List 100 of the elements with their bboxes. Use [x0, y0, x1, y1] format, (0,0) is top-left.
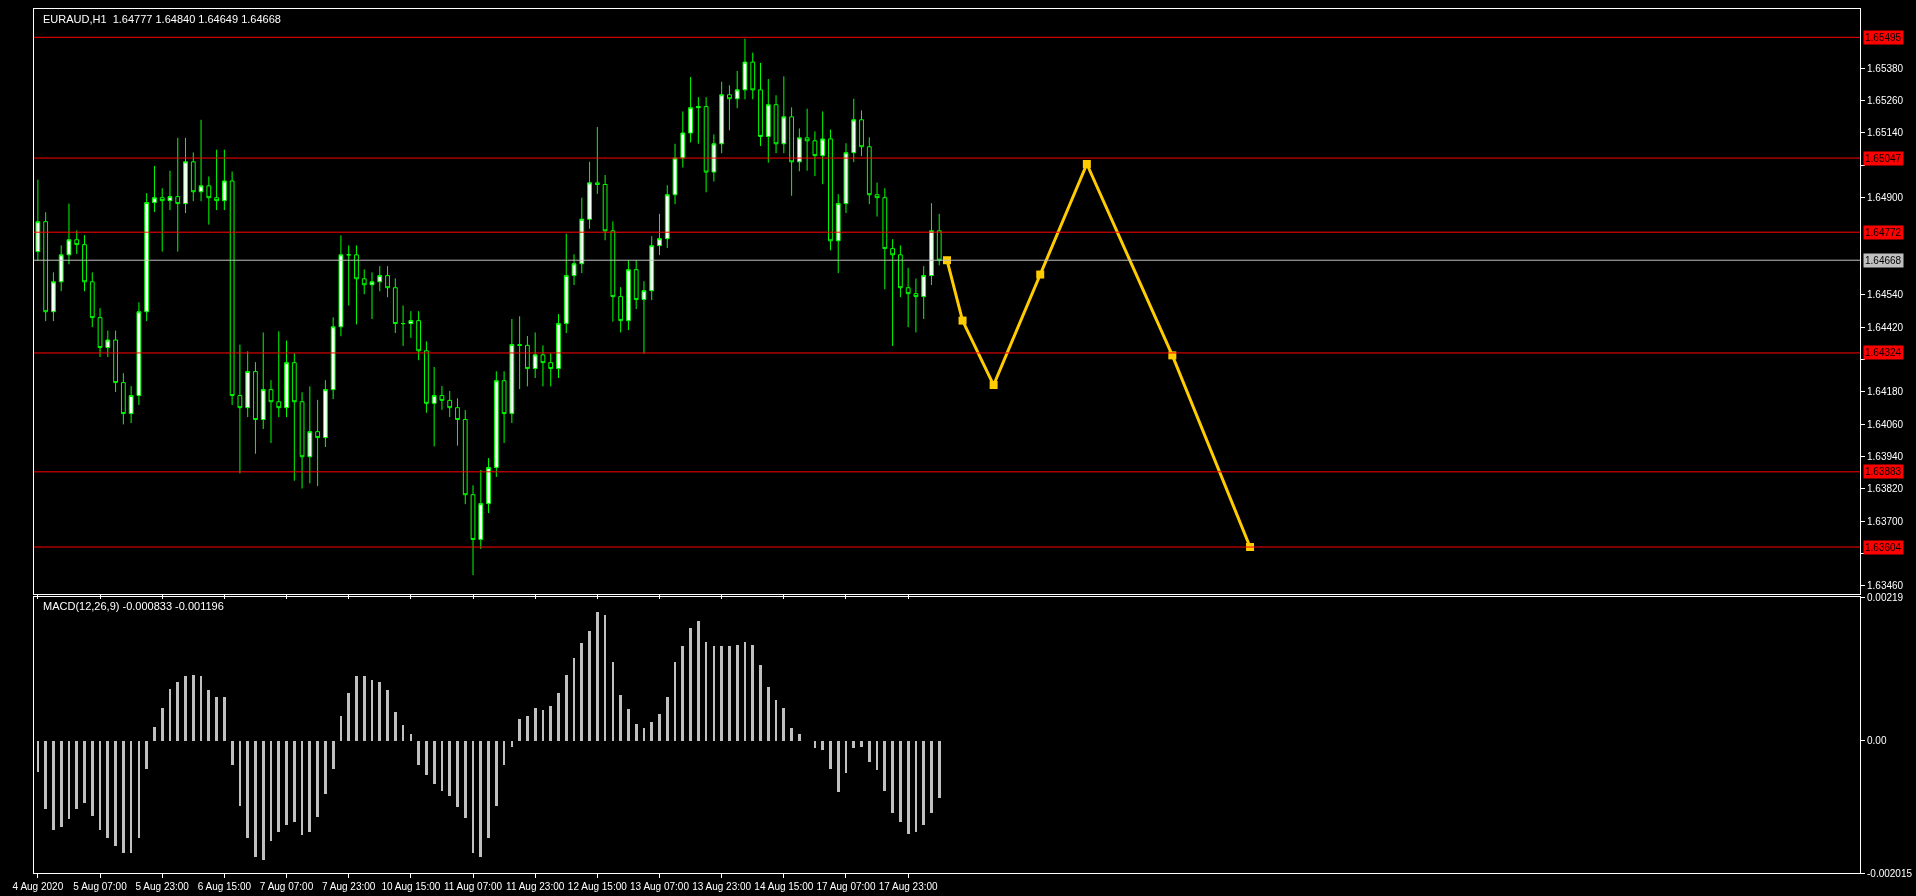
candlestick [408, 310, 414, 339]
bar [534, 708, 537, 742]
bar [239, 741, 241, 807]
bar [767, 687, 770, 742]
bar [549, 706, 552, 742]
candlestick [462, 409, 468, 505]
candlestick [338, 234, 344, 337]
candlestick [276, 330, 282, 418]
bar [775, 700, 777, 742]
bar [394, 712, 397, 742]
candlestick [695, 96, 701, 145]
ref-line-label: 1.65047 [1865, 153, 1902, 164]
bar [728, 646, 731, 742]
bar [231, 741, 234, 766]
candlestick [439, 385, 445, 411]
bar [736, 645, 739, 742]
bar [417, 741, 420, 766]
bar [511, 741, 513, 748]
bar [821, 741, 824, 751]
candlestick [835, 193, 841, 274]
candlestick [206, 175, 212, 226]
candlestick [719, 81, 725, 154]
bar [782, 708, 785, 742]
bar [891, 741, 894, 814]
bar [456, 741, 459, 808]
candlestick [711, 133, 717, 183]
bar [192, 675, 195, 742]
y-tick-label: 1.63940 [1867, 450, 1904, 462]
x-tick-label: 14 Aug 15:00 [754, 881, 814, 892]
y-tick-label: 1.65380 [1867, 62, 1904, 74]
candlestick [190, 151, 196, 202]
bar [262, 741, 265, 861]
bar [176, 682, 179, 742]
bar [658, 714, 661, 742]
bar [526, 716, 529, 742]
candlestick [291, 352, 297, 482]
bar [285, 741, 288, 826]
bar [744, 642, 746, 742]
bar [845, 741, 847, 774]
candlestick [175, 137, 181, 253]
candlestick [649, 235, 655, 301]
candlestick [229, 171, 235, 406]
bar [619, 695, 622, 742]
bar [557, 693, 560, 742]
candlestick [641, 280, 647, 355]
x-tick-label: 13 Aug 23:00 [692, 881, 752, 892]
candlestick [97, 307, 103, 358]
bar [448, 741, 451, 797]
ref-line-label: 1.63883 [1865, 466, 1902, 477]
candlestick [253, 361, 258, 455]
candlestick [789, 106, 794, 197]
bar [697, 621, 700, 742]
bar [130, 741, 132, 854]
bar [301, 741, 303, 836]
bar [565, 675, 568, 742]
x-tick-label: 6 Aug 15:00 [197, 881, 252, 892]
candlestick [509, 318, 515, 424]
candlestick [245, 350, 251, 418]
candlestick [859, 109, 864, 157]
bar [573, 658, 575, 742]
ref-line-label: 1.63604 [1865, 542, 1902, 553]
bar [922, 741, 925, 826]
candlestick [525, 335, 530, 387]
x-tick-label: 12 Aug 15:00 [567, 881, 628, 892]
bar [798, 734, 801, 742]
bar [635, 724, 638, 742]
chart-title: EURAUD,H1 1.64777 1.64840 1.64649 1.64668 [43, 13, 281, 25]
candlestick [455, 397, 460, 447]
candlestick [214, 149, 219, 211]
x-tick-label: 13 Aug 07:00 [630, 881, 690, 892]
bar [52, 741, 55, 831]
candlestick [571, 253, 577, 286]
candlestick [602, 174, 608, 241]
bar [829, 741, 832, 770]
candlestick [89, 271, 95, 328]
candlestick [897, 244, 903, 298]
candlestick [416, 310, 422, 361]
bar [332, 741, 335, 770]
candlestick [657, 213, 662, 256]
bar [604, 615, 606, 742]
candlestick [66, 203, 72, 265]
candlestick [758, 62, 763, 147]
bar [479, 741, 482, 858]
bar [689, 628, 692, 742]
candlestick [470, 484, 476, 576]
candlestick [221, 149, 227, 211]
y-tick-label: -0.002015 [1867, 867, 1913, 879]
candlestick [486, 457, 491, 514]
candlestick [198, 119, 204, 202]
candlestick [385, 265, 390, 298]
bar [223, 697, 226, 742]
candlestick [43, 211, 49, 322]
candlestick [105, 330, 111, 358]
candlestick [113, 330, 118, 393]
point [989, 381, 998, 390]
x-tick-label: 5 Aug 07:00 [73, 881, 128, 892]
candlestick [447, 390, 453, 418]
candlestick [167, 170, 173, 211]
candlestick [322, 379, 328, 448]
bar [37, 741, 39, 773]
